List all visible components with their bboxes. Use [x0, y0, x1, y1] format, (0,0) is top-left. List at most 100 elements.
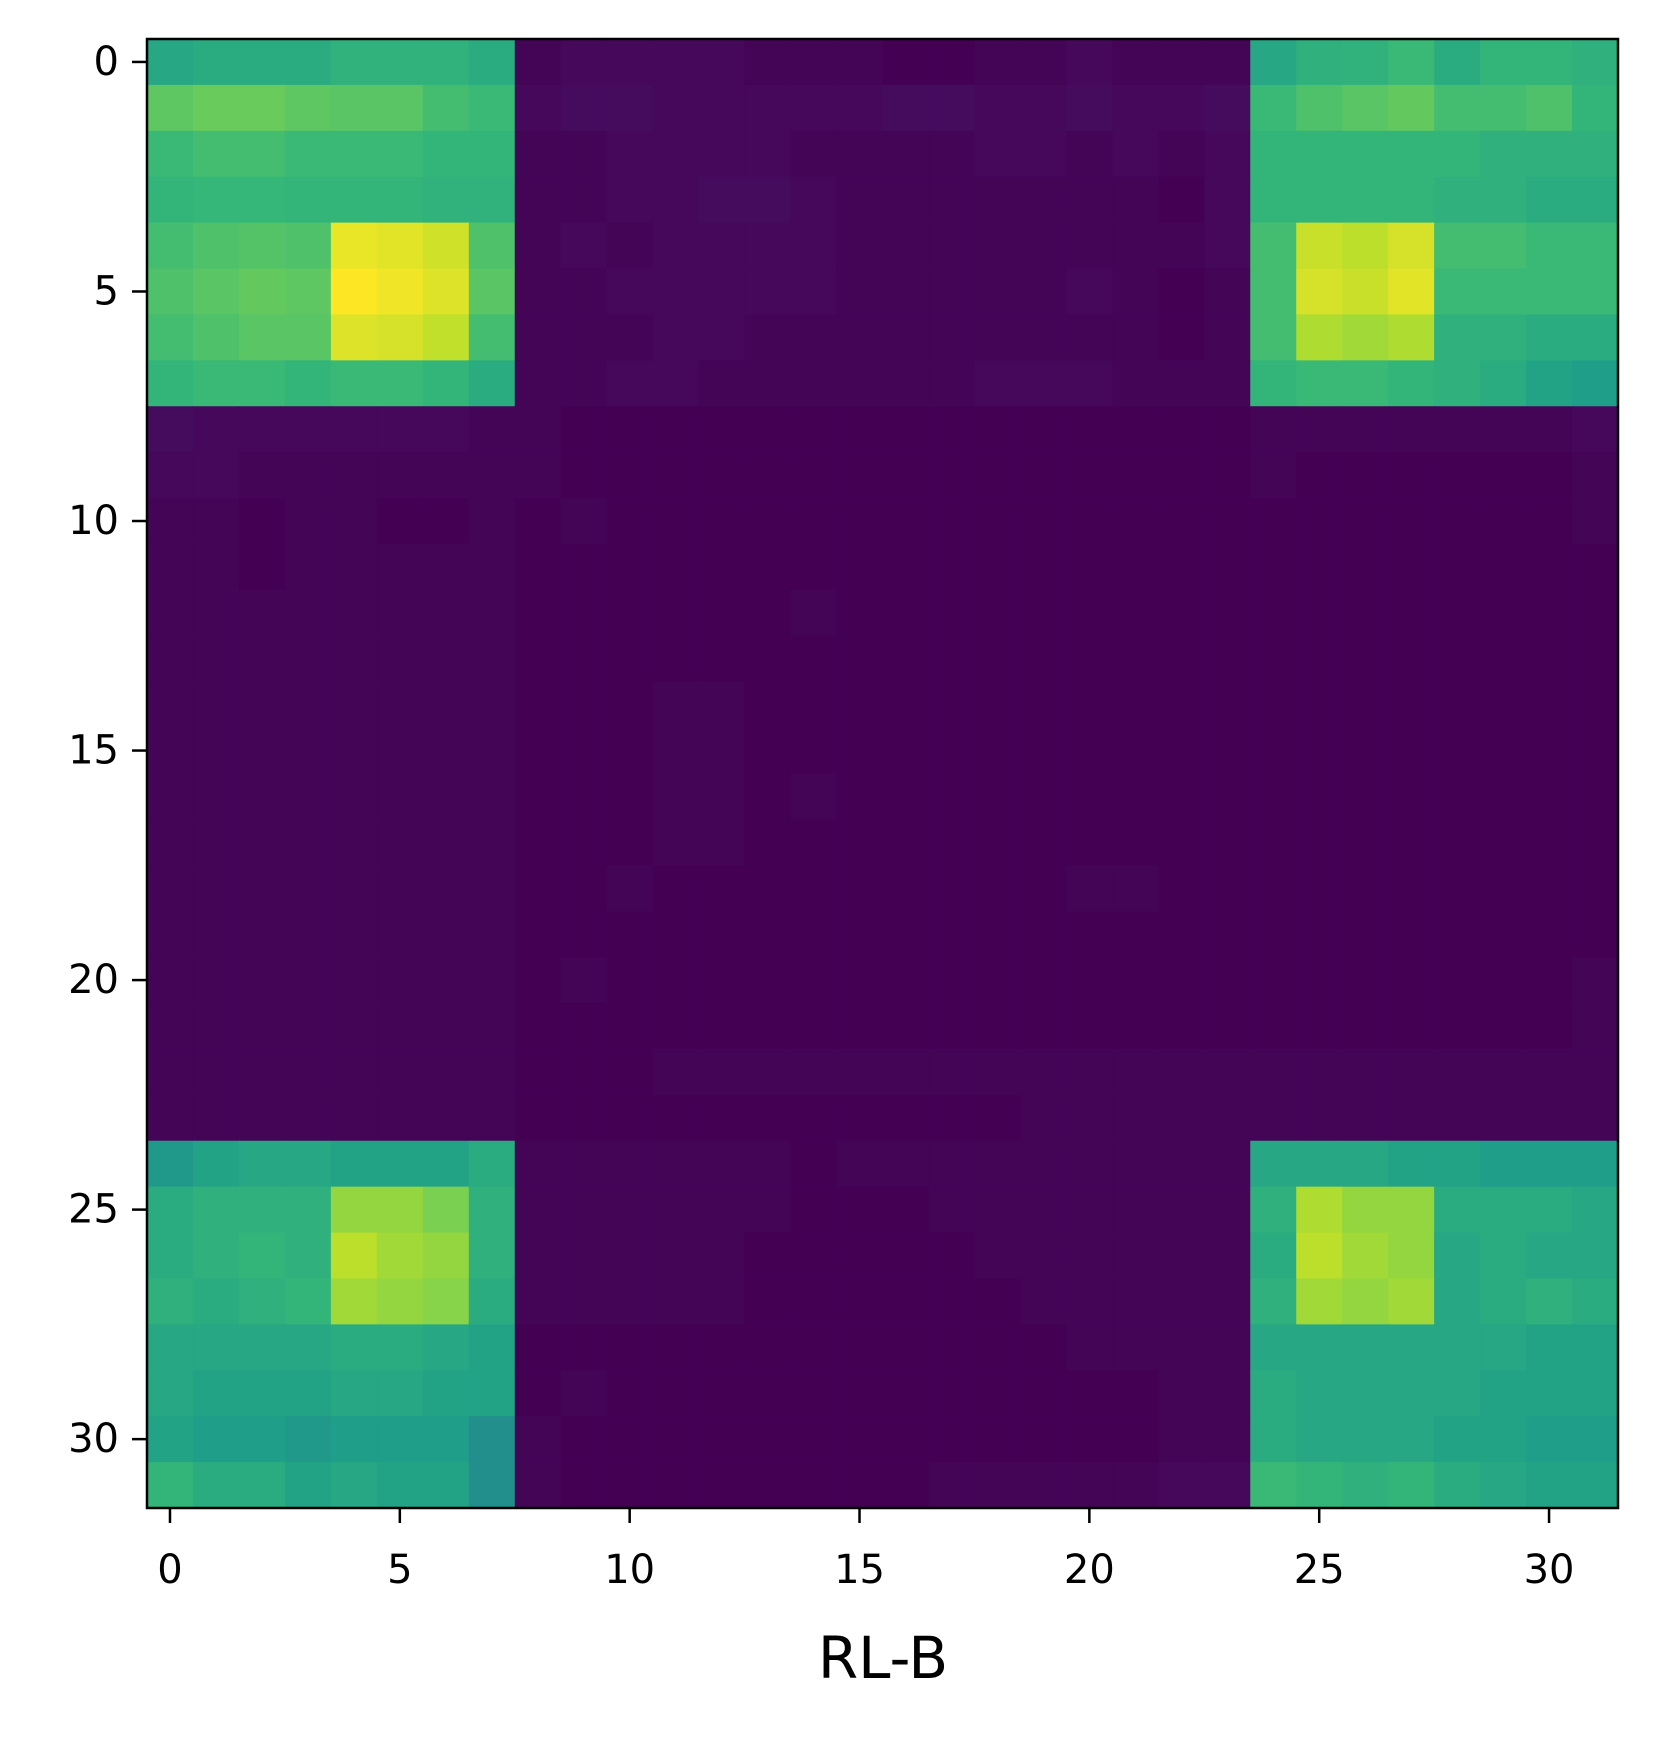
cell: [1480, 406, 1527, 453]
cell: [882, 957, 930, 1004]
cell: [1250, 39, 1297, 86]
cell: [882, 819, 930, 866]
cell: [238, 635, 286, 683]
cell: [468, 268, 516, 316]
cell: [1572, 1048, 1619, 1096]
cell: [238, 1048, 286, 1096]
cell: [284, 1324, 332, 1371]
cell: [422, 222, 470, 270]
cell: [1296, 681, 1343, 729]
cell: [284, 1416, 332, 1463]
cell: [1526, 727, 1573, 775]
cell: [1388, 39, 1435, 86]
cell: [1296, 268, 1343, 316]
cell: [514, 222, 562, 270]
cell: [1112, 1186, 1159, 1234]
cell: [652, 1094, 700, 1142]
y-tick-label: 0: [94, 39, 119, 85]
cell: [1158, 1278, 1205, 1325]
cell: [560, 1048, 608, 1096]
cell: [744, 1416, 792, 1463]
cell: [790, 1186, 838, 1234]
cell: [1158, 773, 1205, 821]
cell: [1204, 498, 1251, 545]
cell: [330, 84, 378, 132]
cell: [744, 222, 792, 270]
cell: [744, 1094, 792, 1142]
cell: [882, 222, 930, 270]
cell: [560, 1324, 608, 1371]
cell: [1572, 543, 1619, 591]
cell: [147, 865, 194, 912]
cell: [1388, 911, 1435, 958]
cell: [422, 1462, 470, 1509]
cell: [1020, 681, 1067, 729]
cell: [882, 406, 930, 453]
cell: [238, 1094, 286, 1142]
cell: [606, 1094, 654, 1142]
cell: [1572, 406, 1619, 453]
cell: [698, 406, 746, 453]
cell: [514, 1416, 562, 1463]
cell: [1342, 1232, 1389, 1280]
x-tick-label: 10: [604, 1547, 655, 1593]
cell: [192, 268, 240, 316]
cell: [1572, 635, 1619, 683]
cell: [1296, 130, 1343, 178]
cell: [238, 1324, 286, 1371]
cell: [422, 1186, 470, 1234]
cell: [1526, 911, 1573, 958]
cell: [422, 1416, 470, 1463]
cell: [147, 543, 194, 591]
cell: [1572, 957, 1619, 1004]
cell: [928, 681, 976, 729]
cell: [1066, 406, 1113, 453]
cell: [330, 1186, 378, 1234]
cell: [928, 452, 976, 499]
cell: [1526, 543, 1573, 591]
cell: [1526, 130, 1573, 178]
cell: [330, 1278, 378, 1325]
cell: [1342, 1462, 1389, 1509]
cell: [836, 222, 884, 270]
cell: [1112, 130, 1159, 178]
cell: [1158, 1094, 1205, 1142]
cell: [698, 819, 746, 866]
cell: [652, 543, 700, 591]
cell: [1158, 1186, 1205, 1234]
cell: [882, 911, 930, 958]
cell: [836, 911, 884, 958]
cell: [468, 911, 516, 958]
cell: [698, 130, 746, 178]
cell: [1526, 1048, 1573, 1096]
cell: [652, 268, 700, 316]
cell: [974, 1462, 1022, 1509]
cell: [652, 222, 700, 270]
cell: [928, 1232, 976, 1280]
cell: [560, 360, 608, 407]
cell: [1250, 589, 1297, 637]
cell: [147, 773, 194, 821]
cell: [790, 865, 838, 912]
cell: [1388, 176, 1435, 224]
cell: [698, 543, 746, 591]
cell: [1388, 1048, 1435, 1096]
cell: [606, 1003, 654, 1050]
cell: [330, 1370, 378, 1417]
cell: [1066, 1140, 1113, 1188]
cell: [284, 635, 332, 683]
cell: [836, 84, 884, 132]
cell: [1250, 498, 1297, 545]
cell: [192, 498, 240, 545]
cell: [1204, 1094, 1251, 1142]
cell: [376, 957, 424, 1004]
cell: [1112, 635, 1159, 683]
cell: [1020, 819, 1067, 866]
cell: [514, 1186, 562, 1234]
cell: [1020, 314, 1067, 361]
cell: [790, 1370, 838, 1417]
cell: [882, 635, 930, 683]
cell: [468, 865, 516, 912]
cell: [1112, 1278, 1159, 1325]
cell: [1526, 819, 1573, 866]
